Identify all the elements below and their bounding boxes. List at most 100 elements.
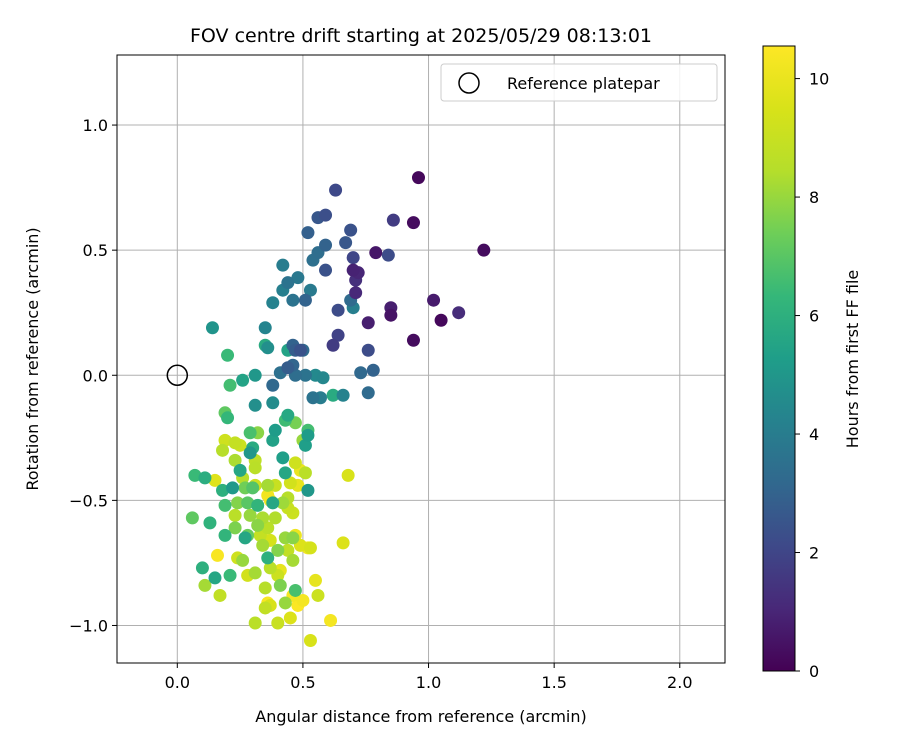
data-point	[427, 293, 441, 307]
data-point	[324, 613, 338, 627]
data-point	[208, 473, 222, 487]
data-point	[306, 391, 320, 405]
data-point	[213, 588, 227, 602]
data-point	[238, 531, 252, 545]
data-point	[258, 321, 272, 335]
data-point	[434, 313, 448, 327]
data-point	[319, 263, 333, 277]
data-point	[223, 378, 237, 392]
data-point	[218, 498, 232, 512]
data-point	[316, 371, 330, 385]
reference-platepar-marker	[166, 364, 189, 387]
data-point	[256, 538, 270, 552]
data-point	[218, 528, 232, 542]
data-point	[303, 633, 317, 647]
colorbar-ticks: 0 2 4 6 8 10	[795, 70, 829, 681]
data-point	[266, 433, 280, 447]
data-point	[319, 238, 333, 252]
y-tick-label: 0.5	[83, 241, 108, 260]
data-point	[311, 588, 325, 602]
chart-title: FOV centre drift starting at 2025/05/29 …	[190, 25, 652, 47]
axis-ticks: 0.0 0.5 1.0 1.5 2.0 −1.0 −0.5 0.0 0.5 1.0	[69, 116, 692, 692]
data-point	[261, 478, 275, 492]
colorbar-tick-label: 0	[809, 662, 819, 681]
data-point	[361, 386, 375, 400]
data-point	[361, 343, 375, 357]
data-point	[251, 498, 265, 512]
data-points	[185, 171, 491, 647]
data-point	[243, 426, 257, 440]
data-point	[228, 453, 242, 467]
data-point	[248, 616, 262, 630]
data-point	[384, 308, 398, 322]
data-point	[278, 466, 292, 480]
data-point	[381, 248, 395, 262]
data-point	[276, 451, 290, 465]
data-point	[301, 226, 315, 240]
legend-reference-marker	[458, 72, 480, 94]
data-point	[266, 296, 280, 310]
data-point	[288, 583, 302, 597]
data-point	[266, 496, 280, 510]
axes-frame	[116, 54, 726, 664]
data-point	[195, 561, 209, 575]
data-point	[216, 443, 230, 457]
data-point	[266, 378, 280, 392]
data-point	[281, 543, 295, 557]
data-point	[261, 551, 275, 565]
data-point	[386, 213, 400, 227]
data-point	[236, 373, 250, 387]
data-point	[221, 348, 235, 362]
data-point	[344, 223, 358, 237]
data-point	[248, 368, 262, 382]
data-point	[271, 543, 285, 557]
colorbar-label: Hours from first FF file	[843, 270, 862, 449]
y-tick-label: 0.0	[83, 366, 108, 385]
data-point	[271, 616, 285, 630]
data-point	[339, 236, 353, 250]
legend: Reference platepar	[440, 63, 718, 102]
data-point	[308, 573, 322, 587]
colorbar-tick-label: 10	[809, 70, 829, 89]
data-point	[346, 263, 360, 277]
data-point	[303, 541, 317, 555]
data-point	[228, 508, 242, 522]
data-point	[288, 456, 302, 470]
data-point	[452, 306, 466, 320]
data-point	[411, 171, 425, 185]
data-point	[281, 408, 295, 422]
data-point	[248, 398, 262, 412]
data-point	[298, 293, 312, 307]
data-point	[329, 183, 343, 197]
data-point	[228, 436, 242, 450]
colorbar	[762, 45, 796, 672]
data-point	[233, 463, 247, 477]
data-point	[231, 496, 245, 510]
x-tick-label: 0.0	[165, 673, 190, 692]
data-point	[198, 578, 212, 592]
gridlines	[117, 55, 725, 663]
data-point	[298, 466, 312, 480]
data-point	[210, 548, 224, 562]
data-point	[241, 496, 255, 510]
data-point	[293, 343, 307, 357]
data-point	[283, 611, 297, 625]
data-point	[291, 271, 305, 285]
data-point	[248, 461, 262, 475]
data-point	[298, 368, 312, 382]
data-point	[268, 423, 282, 437]
colorbar-tick-label: 4	[809, 425, 819, 444]
data-point	[301, 428, 315, 442]
data-point	[228, 521, 242, 535]
data-point	[366, 363, 380, 377]
data-point	[331, 328, 345, 342]
data-point	[248, 566, 262, 580]
reference-marker-group	[166, 364, 189, 387]
data-point	[301, 483, 315, 497]
x-axis-label: Angular distance from reference (arcmin)	[255, 707, 586, 726]
data-point	[286, 531, 300, 545]
data-point	[303, 283, 317, 297]
data-point	[477, 243, 491, 257]
data-point	[281, 276, 295, 290]
